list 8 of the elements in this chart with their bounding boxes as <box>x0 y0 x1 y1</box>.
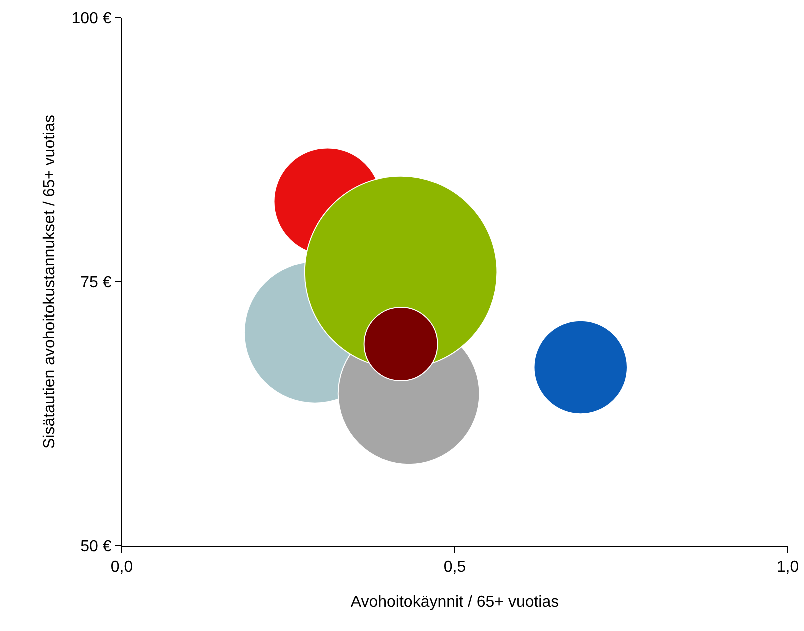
x-tick-label: 0,5 <box>444 559 466 576</box>
x-axis-title: Avohoitokäynnit / 65+ vuotias <box>350 594 560 611</box>
y-axis-title: Sisätautien avohoitokustannukset / 65+ vuotias <box>42 115 59 449</box>
y-tick-label: 100 € <box>72 10 112 28</box>
y-tick-label: 50 € <box>80 538 112 556</box>
x-tick-label: 0,0 <box>110 559 134 576</box>
y-tick-label: 75 € <box>80 274 112 292</box>
x-tick-label: 1,0 <box>776 559 800 576</box>
